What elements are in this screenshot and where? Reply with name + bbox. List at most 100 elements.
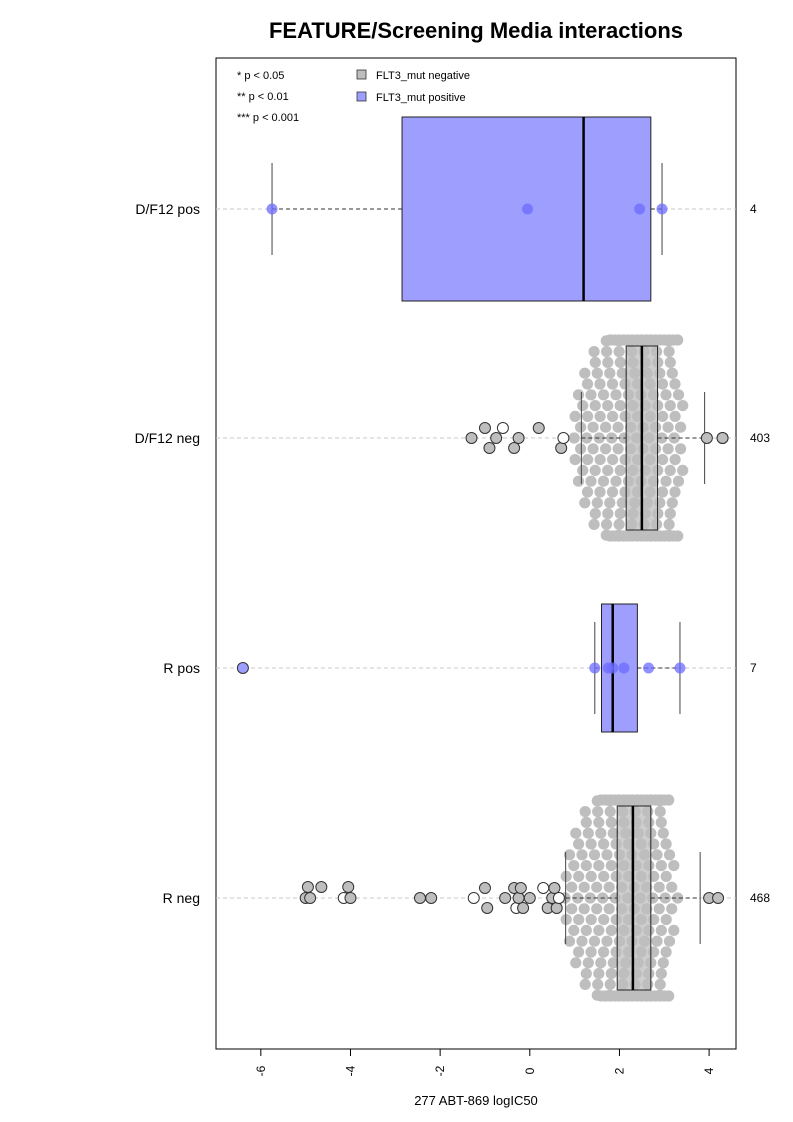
swarm-point — [602, 464, 614, 476]
swarm-point — [582, 454, 594, 466]
swarm-point — [616, 497, 628, 509]
swarm-point — [602, 400, 614, 412]
swarm-point — [662, 443, 674, 455]
swarm-point — [668, 860, 680, 872]
swarm-point — [672, 530, 684, 542]
swarm-point — [573, 838, 585, 850]
swarm-point — [579, 806, 591, 818]
swarm-point — [605, 860, 617, 872]
chart-title: FEATURE/Screening Media interactions — [269, 18, 683, 43]
swarm-point — [660, 946, 672, 958]
group-r-neg: R neg 468 — [163, 794, 770, 1002]
significance-legend-text: * p < 0.05 — [237, 70, 284, 82]
swarm-point — [666, 903, 678, 915]
legend: * p < 0.05 ** p < 0.01 *** p < 0.001 FLT3_m… — [237, 69, 470, 124]
swarm-point — [610, 475, 622, 487]
outlier-point — [478, 882, 491, 894]
swarm-point — [577, 464, 589, 476]
outlier-point — [315, 881, 328, 893]
outlier-point — [550, 902, 563, 914]
swarm-point — [570, 827, 582, 839]
swarm-point — [588, 849, 601, 861]
swarm-point — [672, 892, 684, 904]
significance-legend-text: ** p < 0.01 — [237, 91, 289, 103]
swarm-point — [605, 968, 617, 980]
swarm-point — [663, 794, 675, 806]
swarm-point — [607, 827, 619, 839]
swarm-point — [660, 475, 672, 487]
category-label: R pos — [163, 660, 200, 676]
swarm-point — [591, 497, 603, 509]
swarm-point — [607, 957, 619, 969]
group-count-label: 468 — [750, 891, 770, 905]
swarm-point — [601, 849, 613, 861]
swarm-point — [581, 378, 594, 390]
x-axis-label: 277 ABT-869 logIC50 — [414, 1093, 538, 1108]
swarm-point — [566, 881, 578, 893]
swarm-point — [672, 389, 685, 401]
swarm-point — [589, 356, 601, 368]
swarm-point — [666, 881, 678, 893]
swarm-point — [614, 464, 626, 476]
outlier-point — [557, 432, 570, 444]
swarm-point — [660, 389, 672, 401]
swarm-point — [656, 486, 669, 498]
swarm-point — [594, 486, 606, 498]
swarm-point — [601, 346, 613, 358]
swarm-point — [588, 518, 600, 531]
data-point — [522, 203, 534, 215]
swarm-point — [607, 410, 619, 422]
outlier-point — [413, 892, 426, 904]
swarm-point — [580, 924, 592, 937]
data-point — [674, 662, 686, 674]
swarm-point — [664, 356, 676, 368]
swarm-point — [675, 443, 687, 455]
swarm-point — [672, 475, 685, 487]
swarm-point — [587, 443, 599, 455]
swarm-point — [566, 903, 578, 915]
swarm-point — [563, 935, 576, 947]
swarm-point — [563, 849, 576, 861]
outlier-point — [552, 892, 565, 904]
swarm-point — [569, 410, 581, 422]
swarm-point — [570, 957, 582, 969]
swarm-point — [585, 914, 597, 926]
swarm-point — [614, 400, 626, 412]
swarm-point — [576, 935, 588, 947]
swarm-point — [663, 990, 675, 1002]
swarm-point — [602, 356, 614, 368]
swarm-point — [677, 400, 689, 412]
swarm-point — [604, 497, 616, 509]
swarm-point — [579, 497, 591, 509]
swarm-point — [657, 957, 669, 969]
swarm-point — [597, 475, 610, 487]
swarm-point — [669, 486, 681, 498]
swarm-point — [604, 806, 616, 818]
swarm-point — [560, 870, 572, 883]
swarm-point — [591, 903, 603, 915]
outlier-point — [712, 892, 725, 904]
swarm-point — [656, 432, 668, 444]
outlier-point — [716, 432, 729, 444]
group-count-label: 4 — [750, 202, 757, 216]
x-tick-label: -2 — [433, 1065, 447, 1076]
swarm-point — [607, 454, 619, 466]
swarm-point — [591, 881, 603, 893]
swarm-point — [582, 827, 594, 839]
outlier-point — [481, 902, 494, 914]
swarm-point — [573, 914, 585, 926]
swarm-point — [655, 860, 667, 872]
swarm-point — [660, 838, 672, 850]
swarm-point — [669, 410, 681, 422]
swarm-point — [613, 518, 625, 531]
swarm-point — [577, 400, 589, 412]
swarm-point — [655, 924, 667, 937]
swarm-point — [669, 454, 681, 466]
x-tick-label: -4 — [343, 1065, 357, 1076]
swarm-point — [581, 432, 593, 444]
swarm-point — [614, 507, 626, 520]
outlier-point — [483, 442, 496, 454]
swarm-point — [654, 806, 666, 818]
swarm-point — [657, 410, 669, 422]
